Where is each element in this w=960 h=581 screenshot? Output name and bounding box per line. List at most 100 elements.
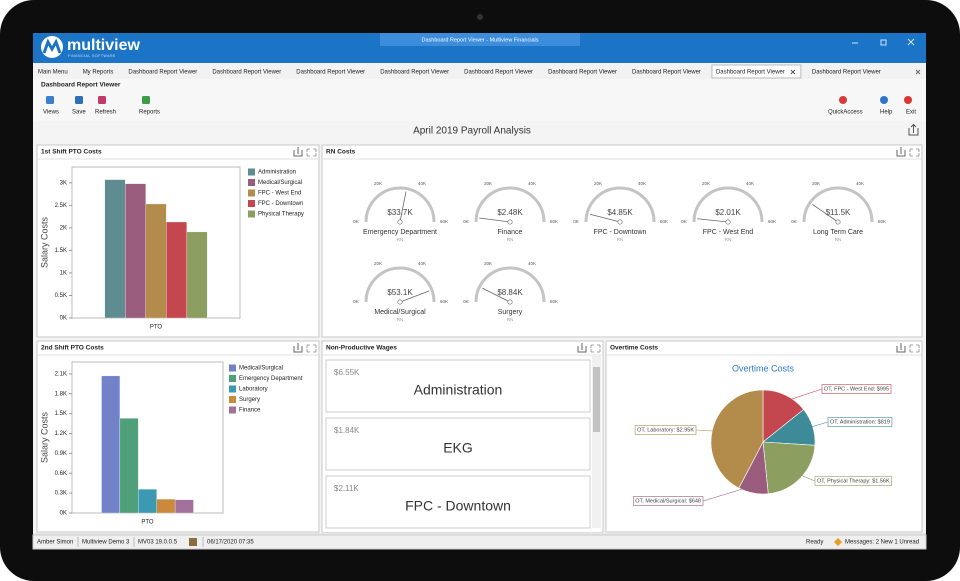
tab-close[interactable] [790,69,796,75]
gauge-subtitle: RN [507,317,514,322]
logo-glyph [42,38,62,54]
toolbar-button-label[interactable]: Refresh [95,110,116,116]
tab-background[interactable] [711,64,802,79]
gauge-pivot [835,219,841,225]
gauge-needle [812,204,839,223]
panel-maximize-icon[interactable] [306,344,317,353]
legend-swatch [248,179,255,186]
gauge-needle [589,213,621,223]
gauge-tick-label: 20K [484,181,492,186]
legend-label: Emergency Department [239,376,303,382]
toolbar-button-label[interactable]: Save [72,110,86,116]
gauge-name: FPC - West End [703,229,754,236]
legend-label: Physical Therapy [258,212,304,218]
card [325,417,591,471]
bar [104,179,126,319]
panel-export-icon[interactable] [577,343,587,353]
gauge-tick-label: 0K [353,299,359,304]
gauge-value-label: $8.84K [497,288,523,297]
window-controls[interactable] [852,38,915,46]
toolbar-button-label[interactable]: QuickAccess [828,110,863,116]
toolbar-icon[interactable] [142,96,150,104]
card-cover [323,529,602,532]
card-label: Administration [414,382,503,398]
toolbar-button-label[interactable]: Views [43,110,59,116]
toolbar-icon[interactable] [880,96,888,104]
tab-label[interactable]: Dashboard Report Viewer [812,70,881,76]
gauge-pivot [397,219,403,225]
toolbar-icon[interactable] [98,96,106,104]
bar [166,221,187,319]
legend-swatch [229,364,236,372]
gauge-name: Surgery [498,309,523,316]
bar [186,231,208,319]
toolbar-title: Dashboard Report Viewer [41,82,121,89]
panel-title: 1st Shift PTO Costs [41,149,102,156]
y-tick-label: 0K [60,511,67,517]
tab-label[interactable]: Main Menu [38,70,68,76]
panel-maximize-icon[interactable] [590,344,601,353]
bar [119,418,139,514]
logo-text: multiview [67,37,140,54]
y-tick-label: 3K [60,180,67,186]
panel-maximize-icon[interactable] [909,344,920,353]
card-label: FPC - Downtown [405,498,511,514]
tab-label[interactable]: Dashboard Report Viewer [380,70,449,76]
toolbar-icon[interactable] [46,96,54,104]
gauge-tick-label: 0K [463,299,469,304]
tab-strip [33,63,926,79]
status-items: Amber Simon Multiview Demo 3 MV03 19.0.0.5… [37,537,919,547]
panel-title: Overtime Costs [610,345,658,352]
panel-export-icon[interactable] [896,343,906,353]
gauge-arc [584,186,656,223]
pie-label-box [634,425,697,435]
tab-label[interactable]: Dashboard Report Viewer [296,70,365,76]
pie-label: OT, Administration: $819 [830,419,890,425]
panel-export-icon[interactable] [896,147,906,157]
tab-label[interactable]: Dashboard Report Viewer [464,70,533,76]
dashboard-title: April 2019 Payroll Analysis [413,126,531,137]
status-messages[interactable]: Messages: 2 New 1 Unread [845,540,919,546]
messages-icon[interactable] [834,538,842,546]
toolbar-button-label[interactable]: Help [880,110,893,116]
gauge-value-label: $11.5K [826,208,851,217]
tab-label[interactable]: Dashboard Report Viewer [632,70,701,76]
y-tick-label: 1.2K [55,431,67,437]
gauge-name: Medical/Surgical [374,309,426,316]
camera [477,14,483,20]
toolbar-icon[interactable] [75,96,83,104]
scrollbar-thumb[interactable] [593,367,600,432]
toolbar-button-label[interactable]: Exit [906,110,916,116]
toolbar-icon[interactable] [904,96,912,104]
card [325,475,591,529]
panel-maximize-icon[interactable] [306,148,317,157]
gauge-needle [697,218,729,223]
legend-label: Surgery [239,397,260,403]
toolbar-icon[interactable] [839,96,847,104]
close-all-tabs[interactable] [915,69,921,75]
tab-label[interactable]: Dashboard Report Viewer [128,70,197,76]
status-icon [189,538,197,546]
legend-label: Medical/Surgical [258,180,302,186]
gauge-tick-label: 40K [528,181,536,186]
panel-export-icon[interactable] [293,343,303,353]
gauge-tick-label: 0K [681,219,687,224]
tab-label[interactable]: My Reports [83,70,114,76]
export-icon[interactable] [908,123,919,136]
panel-maximize-icon[interactable] [909,148,920,157]
gauge-name: FPC - Downtown [594,229,647,236]
legend-label: FPC - Downtown [258,201,303,207]
scrollbar-track[interactable] [592,356,601,528]
panel-export-icon[interactable] [293,147,303,157]
legend-swatch [248,210,255,218]
y-tick-label: 0.3K [55,491,67,497]
y-tick-label: 0.9K [55,451,67,457]
gauge-needle [479,217,511,223]
tab-label[interactable]: Dashboard Report Viewer [548,70,617,76]
gauge-needle [399,191,407,223]
toolbar-button-label[interactable]: Reports [139,110,160,116]
pie-label-box [632,496,704,506]
tab-label[interactable]: Dashboard Report Viewer [212,70,281,76]
tab-label[interactable]: Dashboard Report Viewer [716,70,785,76]
pie-label: OT, Physical Therapy: $1.56K [817,478,890,484]
